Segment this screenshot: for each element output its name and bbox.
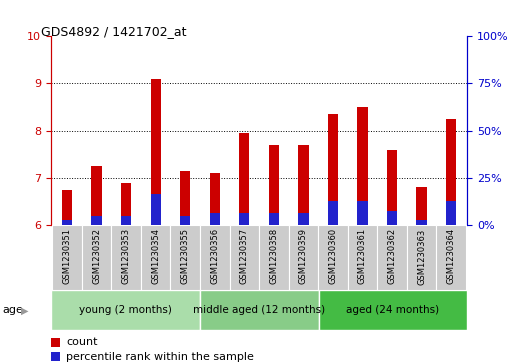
Bar — [62, 189, 72, 225]
Text: GDS4892 / 1421702_at: GDS4892 / 1421702_at — [41, 25, 186, 38]
Bar — [357, 201, 368, 225]
Bar — [298, 145, 308, 225]
Text: aged (24 months): aged (24 months) — [346, 305, 439, 315]
Bar — [259, 225, 289, 290]
Bar — [318, 225, 347, 290]
Text: GSM1230353: GSM1230353 — [121, 228, 131, 285]
Text: GSM1230364: GSM1230364 — [447, 228, 456, 285]
Text: GSM1230351: GSM1230351 — [62, 228, 72, 284]
Text: GSM1230361: GSM1230361 — [358, 228, 367, 285]
Bar — [377, 225, 407, 290]
Bar — [91, 216, 102, 225]
Text: GSM1230363: GSM1230363 — [417, 228, 426, 285]
Bar — [200, 290, 319, 330]
Text: GSM1230354: GSM1230354 — [151, 228, 160, 284]
Bar — [51, 290, 200, 330]
Bar — [417, 220, 427, 225]
Text: GSM1230355: GSM1230355 — [181, 228, 189, 284]
Bar — [347, 225, 377, 290]
Bar — [328, 201, 338, 225]
Bar — [51, 352, 60, 361]
Bar — [141, 225, 171, 290]
Bar — [387, 211, 397, 225]
Bar — [298, 213, 308, 225]
Bar — [121, 216, 131, 225]
Text: age: age — [3, 305, 23, 315]
Bar — [269, 145, 279, 225]
Bar — [52, 225, 82, 290]
Bar — [82, 225, 111, 290]
Bar — [62, 220, 72, 225]
Bar — [180, 216, 190, 225]
Text: GSM1230360: GSM1230360 — [329, 228, 337, 285]
Bar — [91, 166, 102, 225]
Bar — [210, 213, 220, 225]
Text: count: count — [66, 337, 98, 347]
Text: ▶: ▶ — [21, 305, 29, 315]
Bar — [210, 173, 220, 225]
Bar — [319, 290, 467, 330]
Bar — [111, 225, 141, 290]
Bar — [150, 79, 161, 225]
Text: GSM1230352: GSM1230352 — [92, 228, 101, 284]
Text: young (2 months): young (2 months) — [79, 305, 172, 315]
Bar — [200, 225, 230, 290]
Bar — [239, 133, 249, 225]
Bar — [328, 114, 338, 225]
Bar — [269, 213, 279, 225]
Bar — [180, 171, 190, 225]
Text: GSM1230356: GSM1230356 — [210, 228, 219, 285]
Text: GSM1230357: GSM1230357 — [240, 228, 249, 285]
Bar — [446, 119, 456, 225]
Bar — [407, 225, 436, 290]
Text: percentile rank within the sample: percentile rank within the sample — [66, 352, 254, 362]
Text: middle aged (12 months): middle aged (12 months) — [193, 305, 325, 315]
Bar — [357, 107, 368, 225]
Bar — [239, 213, 249, 225]
Text: GSM1230359: GSM1230359 — [299, 228, 308, 284]
Bar — [387, 150, 397, 225]
Bar — [171, 225, 200, 290]
Bar — [446, 201, 456, 225]
Text: GSM1230362: GSM1230362 — [388, 228, 397, 285]
Text: GSM1230358: GSM1230358 — [269, 228, 278, 285]
Bar — [230, 225, 259, 290]
Bar — [289, 225, 318, 290]
Bar — [51, 338, 60, 347]
Bar — [417, 187, 427, 225]
Bar — [150, 194, 161, 225]
Bar — [121, 183, 131, 225]
Bar — [436, 225, 466, 290]
